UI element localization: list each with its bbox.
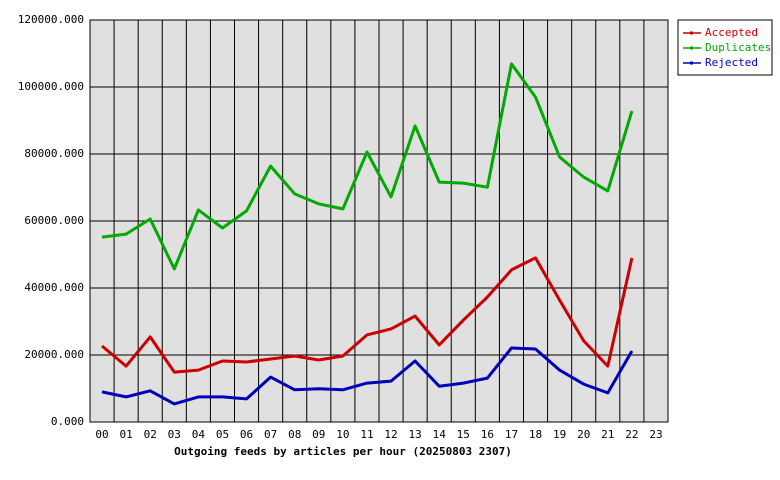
x-tick-label: 01 [120,428,133,441]
series-line [101,62,634,271]
x-tick-label: 16 [481,428,494,441]
y-tick-label: 80000.000 [24,147,84,160]
legend-dot [690,61,693,65]
x-tick-label: 20 [577,428,590,441]
series-line [101,346,634,406]
legend: Accepted Duplicates Rejected [683,26,771,69]
y-tick-label: 120000.000 [18,13,84,26]
x-tick-label: 10 [336,428,349,441]
y-tick-label: 0.000 [51,415,84,428]
x-tick-label: 21 [601,428,614,441]
legend-label: Rejected [705,56,758,69]
x-tick-label: 00 [95,428,108,441]
x-tick-label: 09 [312,428,325,441]
legend-dot [690,46,693,50]
series-line [101,256,634,374]
lines [101,62,634,406]
plot-frame [89,19,669,423]
x-tick-label: 18 [529,428,542,441]
x-tick-label: 17 [505,428,518,441]
x-tick-label: 02 [144,428,157,441]
x-tick-label: 22 [625,428,638,441]
x-tick-label: 05 [216,428,229,441]
legend-dot [690,31,693,35]
chart-title: Outgoing feeds by articles per hour (202… [174,445,512,458]
y-tick-label: 20000.000 [24,348,84,361]
x-tick-label: 12 [384,428,397,441]
x-tick-label: 14 [433,428,447,441]
x-tick-label: 11 [360,428,373,441]
x-tick-label: 19 [553,428,566,441]
x-tick-label: 13 [409,428,422,441]
x-tick-label: 23 [649,428,662,441]
y-tick-label: 60000.000 [24,214,84,227]
x-tick-label: 04 [192,428,206,441]
x-tick-label: 15 [457,428,470,441]
legend-label: Duplicates [705,41,771,54]
x-tick-label: 07 [264,428,277,441]
legend-label: Accepted [705,26,758,39]
x-tick-label: 03 [168,428,181,441]
x-tick-label: 08 [288,428,301,441]
x-tick-label: 06 [240,428,253,441]
y-tick-label: 40000.000 [24,281,84,294]
y-tick-label: 100000.000 [18,80,84,93]
